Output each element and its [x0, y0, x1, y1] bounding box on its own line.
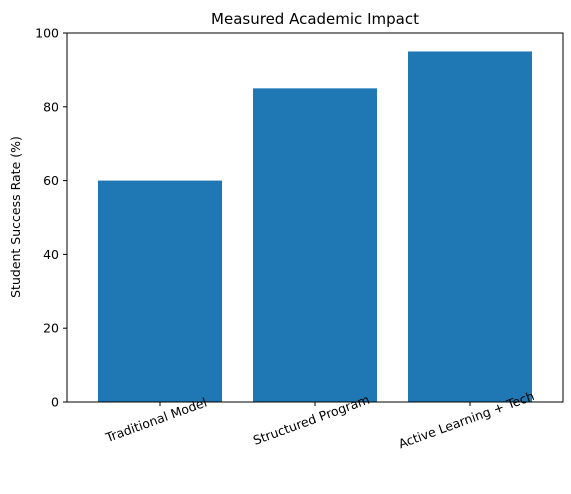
- plot-frame: [66, 32, 564, 403]
- y-tick-label: 60: [43, 173, 59, 188]
- y-tick-label: 20: [43, 321, 59, 336]
- bars-layer: [98, 51, 532, 402]
- y-axis-label: Student Success Rate (%): [8, 136, 23, 298]
- bar-traditional-model: [98, 180, 222, 402]
- y-tick-label: 40: [43, 247, 59, 262]
- y-tick-label: 0: [51, 395, 59, 410]
- bar-active-learning-tech: [408, 51, 532, 402]
- bar-structured-program: [253, 88, 377, 402]
- y-tick-label: 100: [35, 26, 59, 41]
- chart-title: Measured Academic Impact: [211, 10, 419, 28]
- y-tick-label: 80: [43, 99, 59, 114]
- y-axis: 0 20 40 60 80 100: [35, 26, 67, 410]
